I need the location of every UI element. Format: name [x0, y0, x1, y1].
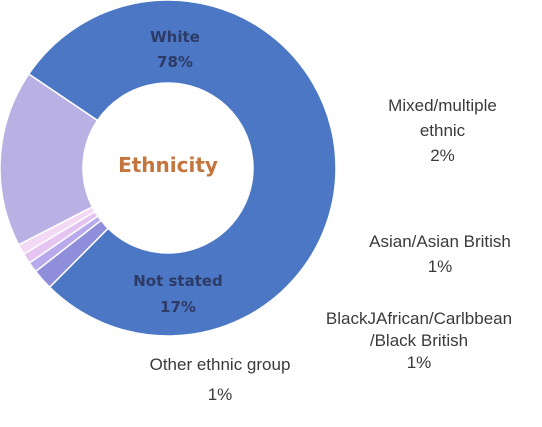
center-label: Ethnicity — [118, 153, 218, 177]
label-asian-pct: 1% — [427, 257, 453, 276]
slice-label-white-name: White — [150, 28, 200, 46]
slice-label-not-stated-pct: 17% — [160, 298, 196, 316]
donut-slice-white — [27, 0, 337, 337]
label-other: Other ethnic group 1% — [110, 350, 330, 410]
donut-slices — [0, 0, 337, 337]
donut-slice-not-stated — [0, 73, 99, 246]
label-mixed-pct: 2% — [430, 146, 455, 165]
label-black-pct: 1% — [406, 353, 432, 372]
label-mixed: Mixed/multiple ethnic 2% — [355, 93, 530, 168]
label-other-pct: 1% — [207, 385, 233, 404]
label-black-line1: BlackJAfrican/Carlbbean — [325, 309, 513, 328]
label-black: BlackJAfrican/Carlbbean /Black British 1… — [300, 308, 538, 374]
label-mixed-line2: ethnic — [419, 121, 466, 140]
label-mixed-line1: Mixed/multiple — [388, 96, 497, 115]
label-asian: Asian/Asian British 1% — [340, 229, 540, 279]
slice-label-white-pct: 78% — [157, 53, 193, 71]
label-asian-name: Asian/Asian British — [369, 232, 511, 251]
label-black-line2: /Black British — [369, 331, 469, 350]
label-other-name: Other ethnic group — [149, 355, 291, 374]
slice-label-not-stated-name: Not stated — [133, 272, 223, 290]
